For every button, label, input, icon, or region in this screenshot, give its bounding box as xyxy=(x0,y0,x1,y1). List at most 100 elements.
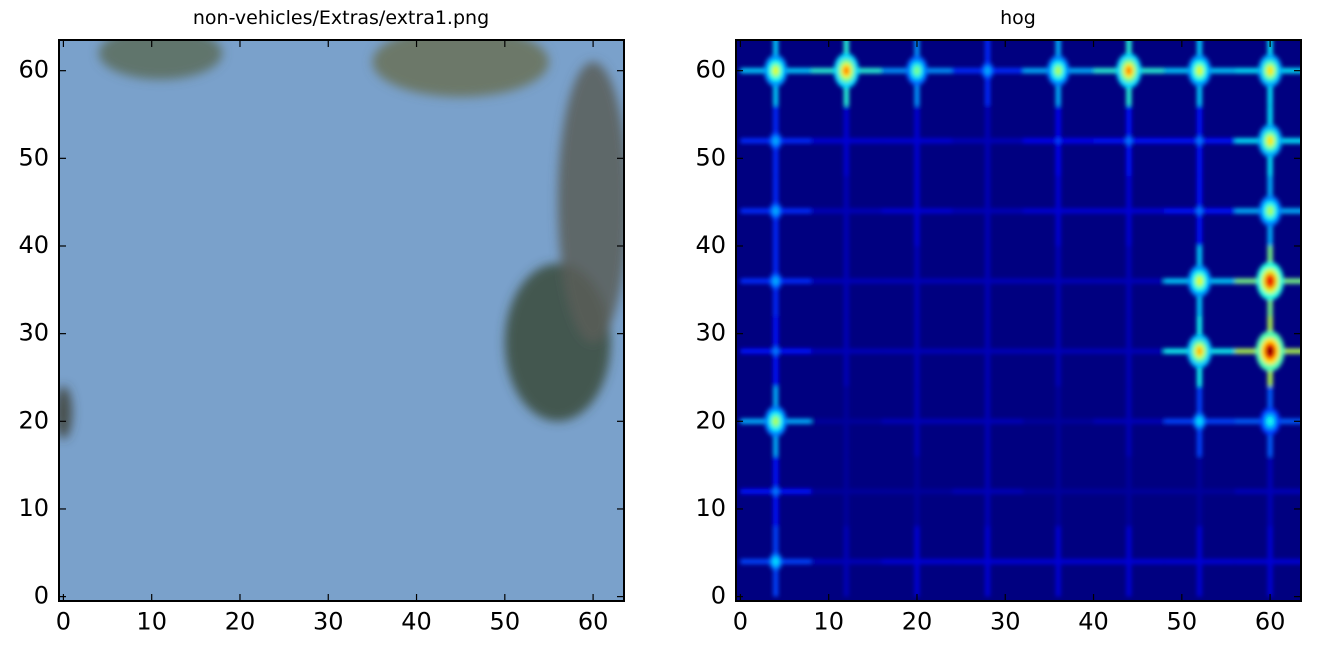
hog-cell xyxy=(1234,245,1301,317)
image-frame xyxy=(58,39,625,602)
hog-cell xyxy=(1164,316,1235,387)
hog-ytick-label: 10 xyxy=(695,494,726,522)
hog-cell xyxy=(811,526,882,597)
hog-ytick-label: 60 xyxy=(695,56,726,84)
hog-stroke-v xyxy=(1126,526,1132,597)
image-ytick-label: 0 xyxy=(34,582,49,610)
hog-cell xyxy=(811,245,882,317)
hog-cell xyxy=(1234,386,1301,457)
hog-xtick-label: 10 xyxy=(813,608,844,636)
hog-cell xyxy=(1234,175,1301,246)
hog-stroke-v xyxy=(1055,386,1061,457)
hog-cell xyxy=(740,316,812,387)
hog-cell xyxy=(1164,386,1235,457)
hog-hotspot xyxy=(914,66,920,75)
hog-cell xyxy=(811,456,882,527)
hog-stroke-v xyxy=(843,316,849,387)
image-ytick-label: 60 xyxy=(18,56,49,84)
image-panel: non-vehicles/Extras/extra1.png 0 10 20 30 40… xyxy=(18,7,625,636)
hog-xtick-label: 30 xyxy=(990,608,1021,636)
image-ytick-label: 20 xyxy=(18,406,49,434)
hog-cell xyxy=(811,316,882,387)
hog-stroke-v xyxy=(1055,456,1061,527)
hog-hotspot xyxy=(1266,346,1274,357)
hog-stroke-v xyxy=(1055,316,1061,387)
hog-cell xyxy=(1164,456,1235,527)
hog-hotspot xyxy=(1266,276,1274,286)
hog-stroke-v xyxy=(843,105,849,176)
hog-stroke-v xyxy=(985,175,991,246)
hog-hotspot xyxy=(1267,417,1273,425)
hog-cell xyxy=(1234,40,1301,106)
hog-cell xyxy=(1022,456,1094,527)
hog-cell xyxy=(881,175,953,246)
hog-cell xyxy=(740,386,812,457)
hog-cell xyxy=(952,526,1023,597)
hog-stroke-v xyxy=(914,386,920,457)
image-ytick-label: 10 xyxy=(18,494,49,522)
hog-cell xyxy=(1234,456,1301,527)
hog-cell xyxy=(740,105,812,176)
hog-stroke-v xyxy=(985,316,991,387)
hog-stroke-v xyxy=(843,526,849,597)
hog-cell xyxy=(952,386,1023,457)
image-panel-title: non-vehicles/Extras/extra1.png xyxy=(193,7,489,29)
hog-xtick-label: 0 xyxy=(733,608,748,636)
hog-cell xyxy=(881,316,953,387)
hog-cell xyxy=(1022,526,1094,597)
hog-cell xyxy=(811,386,882,457)
image-xtick-label: 50 xyxy=(490,608,521,636)
hog-cell xyxy=(1234,316,1301,387)
foliage-group xyxy=(59,40,624,439)
hog-cell xyxy=(1234,105,1301,176)
hog-cell xyxy=(1022,175,1094,246)
hog-xtick-label: 20 xyxy=(902,608,933,636)
hog-hotspot xyxy=(1126,137,1132,144)
hog-ytick-label: 50 xyxy=(695,143,726,171)
hog-hotspot xyxy=(1197,417,1202,425)
hog-panel: hog 0 10 20 30 40 50 60 0 10 20 30 40 50 60 xyxy=(695,7,1302,636)
hog-cell xyxy=(952,175,1023,246)
hog-stroke-v xyxy=(914,316,920,387)
hog-hotspot xyxy=(772,66,779,75)
hog-image-area xyxy=(736,40,1301,601)
hog-ytick-label: 20 xyxy=(695,406,726,434)
hog-stroke-v xyxy=(914,245,920,317)
hog-cell xyxy=(740,40,812,106)
hog-cell xyxy=(1093,105,1165,176)
hog-cell xyxy=(881,386,953,457)
image-xtick-label: 60 xyxy=(578,608,609,636)
hog-hotspot xyxy=(1197,207,1202,215)
hog-ytick-label: 30 xyxy=(695,319,726,347)
hog-stroke-v xyxy=(1126,386,1132,457)
hog-cell xyxy=(1093,40,1165,106)
hog-hotspot xyxy=(1055,66,1062,75)
hog-cell xyxy=(952,245,1023,317)
hog-cells xyxy=(740,40,1301,597)
hog-stroke-v xyxy=(843,245,849,317)
hog-hotspot xyxy=(772,417,779,426)
hog-panel-title: hog xyxy=(1000,7,1036,29)
hog-hotspot xyxy=(1267,66,1274,75)
hog-cell xyxy=(811,40,882,106)
hog-hotspot xyxy=(773,348,778,355)
hog-stroke-v xyxy=(843,456,849,527)
foliage-blob xyxy=(372,40,549,97)
foliage-blob xyxy=(98,40,223,80)
hog-cell xyxy=(740,456,812,527)
hog-stroke-v xyxy=(985,245,991,317)
hog-stroke-v xyxy=(914,105,920,176)
hog-ytick-label: 0 xyxy=(711,582,726,610)
hog-hotspot xyxy=(1197,137,1202,144)
hog-hotspot xyxy=(773,277,779,285)
hog-stroke-v xyxy=(1126,316,1132,387)
hog-stroke-v xyxy=(985,105,991,176)
hog-hotspot xyxy=(1196,277,1203,286)
hog-stroke-v xyxy=(843,175,849,246)
hog-hotspot xyxy=(773,488,778,495)
image-xtick-label: 40 xyxy=(401,608,432,636)
hog-hotspot xyxy=(843,66,850,76)
hog-cell xyxy=(952,105,1023,176)
image-xtick-label: 10 xyxy=(136,608,167,636)
hog-cell xyxy=(1022,40,1094,106)
